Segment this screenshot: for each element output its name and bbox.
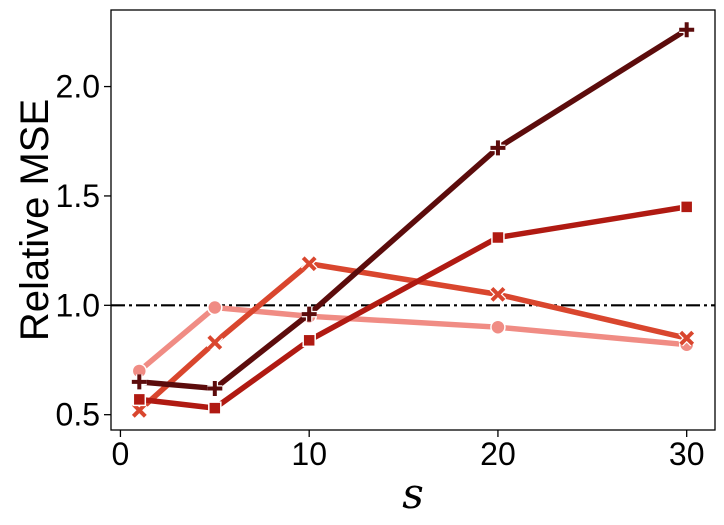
data-point bbox=[679, 22, 695, 38]
data-point bbox=[207, 380, 223, 396]
series-layer bbox=[131, 22, 695, 419]
x-axis: 0 10 20 30 bbox=[112, 430, 705, 472]
x-tick-label: 0 bbox=[112, 436, 130, 472]
data-point bbox=[301, 306, 317, 322]
series-3 bbox=[132, 200, 694, 415]
plot-frame bbox=[110, 9, 716, 431]
data-point bbox=[131, 402, 147, 418]
y-axis-label: Relative MSE bbox=[13, 99, 57, 341]
series-2 bbox=[131, 255, 695, 419]
data-point bbox=[208, 401, 222, 415]
series-4 bbox=[131, 22, 695, 396]
data-point bbox=[132, 392, 147, 407]
x-tick-label: 10 bbox=[291, 436, 327, 472]
data-point bbox=[302, 333, 316, 348]
data-point bbox=[490, 319, 506, 335]
data-point bbox=[131, 374, 147, 390]
y-tick-label: 1.0 bbox=[56, 287, 100, 323]
data-point bbox=[490, 140, 506, 156]
y-tick-label: 0.5 bbox=[56, 397, 100, 433]
data-point bbox=[491, 230, 505, 245]
data-point bbox=[679, 200, 694, 214]
x-axis-label: s bbox=[402, 469, 424, 518]
data-point bbox=[207, 299, 223, 316]
data-point bbox=[301, 256, 317, 272]
y-axis: 0.5 1.0 1.5 2.0 bbox=[56, 69, 111, 433]
y-tick-label: 1.5 bbox=[56, 178, 100, 214]
y-tick-label: 2.0 bbox=[56, 69, 100, 105]
x-tick-label: 20 bbox=[480, 436, 516, 472]
data-point bbox=[207, 335, 223, 350]
x-tick-label: 30 bbox=[669, 436, 705, 472]
data-point bbox=[490, 286, 506, 302]
data-point bbox=[679, 330, 695, 346]
